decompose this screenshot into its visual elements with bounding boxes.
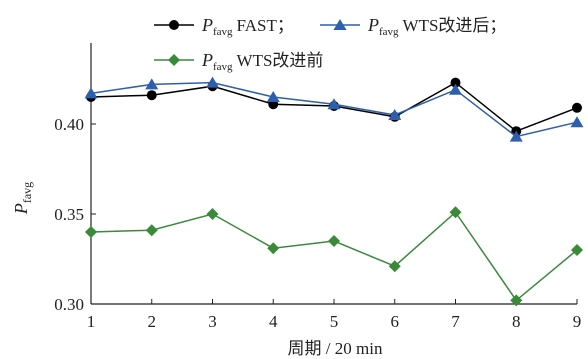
data-point [449, 206, 462, 219]
chart-legend: Pfavg FAST； Pfavg WTS改进后； Pfavg WTS改进前 [154, 15, 506, 73]
legend-marker [169, 20, 179, 30]
x-tick-label: 3 [208, 312, 217, 331]
y-tick-label: 0.40 [54, 115, 84, 134]
data-point [145, 224, 158, 237]
data-point [145, 78, 159, 90]
data-point [450, 77, 461, 88]
y-tick-label: 0.35 [54, 205, 84, 224]
data-point [388, 109, 402, 120]
y-tick-label: 0.30 [54, 295, 84, 314]
x-tick-label: 8 [512, 312, 521, 331]
data-point [572, 102, 582, 113]
x-tick-label: 2 [148, 312, 157, 331]
legend-label: Pfavg WTS改进后； [367, 15, 506, 38]
legend-item-1: Pfavg FAST； [154, 15, 294, 38]
data-point [388, 260, 401, 273]
data-point [571, 244, 583, 256]
x-tick-label: 9 [573, 312, 582, 331]
y-axis-label-sub: favg [20, 182, 34, 203]
x-tick-label: 7 [451, 312, 460, 331]
data-point [570, 116, 584, 128]
data-point [146, 90, 157, 101]
data-point [509, 130, 523, 142]
y-axis-label-main: P [11, 203, 31, 215]
data-point [266, 91, 280, 102]
y-axis-label: Pfavg [11, 182, 34, 215]
x-tick-label: 4 [269, 312, 278, 331]
series-3 [85, 206, 583, 307]
data-point [206, 76, 219, 88]
data-point [206, 208, 219, 220]
legend-label: Pfavg FAST； [201, 15, 294, 38]
x-tick-label: 6 [391, 312, 400, 331]
legend-label: Pfavg WTS改进前 [201, 50, 323, 73]
chart-axes: 1 2 3 4 5 6 7 8 9 0.30 0.35 0.40 [54, 43, 581, 331]
data-point [327, 98, 341, 110]
data-point [449, 83, 462, 95]
legend-marker [333, 19, 347, 30]
data-point [85, 226, 97, 238]
series-2 [84, 76, 584, 142]
x-tick-label: 1 [87, 312, 96, 331]
x-tick-label: 5 [330, 312, 339, 331]
x-axis-label: 周期 / 20 min [288, 339, 383, 358]
legend-item-2: Pfavg WTS改进后； [320, 15, 506, 38]
series-layer [84, 76, 584, 307]
data-point [510, 294, 523, 307]
data-point [328, 235, 340, 247]
series-line [90, 211, 578, 302]
legend-marker [168, 54, 180, 66]
data-point [84, 87, 98, 99]
data-point [267, 242, 280, 255]
legend-item-3: Pfavg WTS改进前 [154, 50, 323, 73]
